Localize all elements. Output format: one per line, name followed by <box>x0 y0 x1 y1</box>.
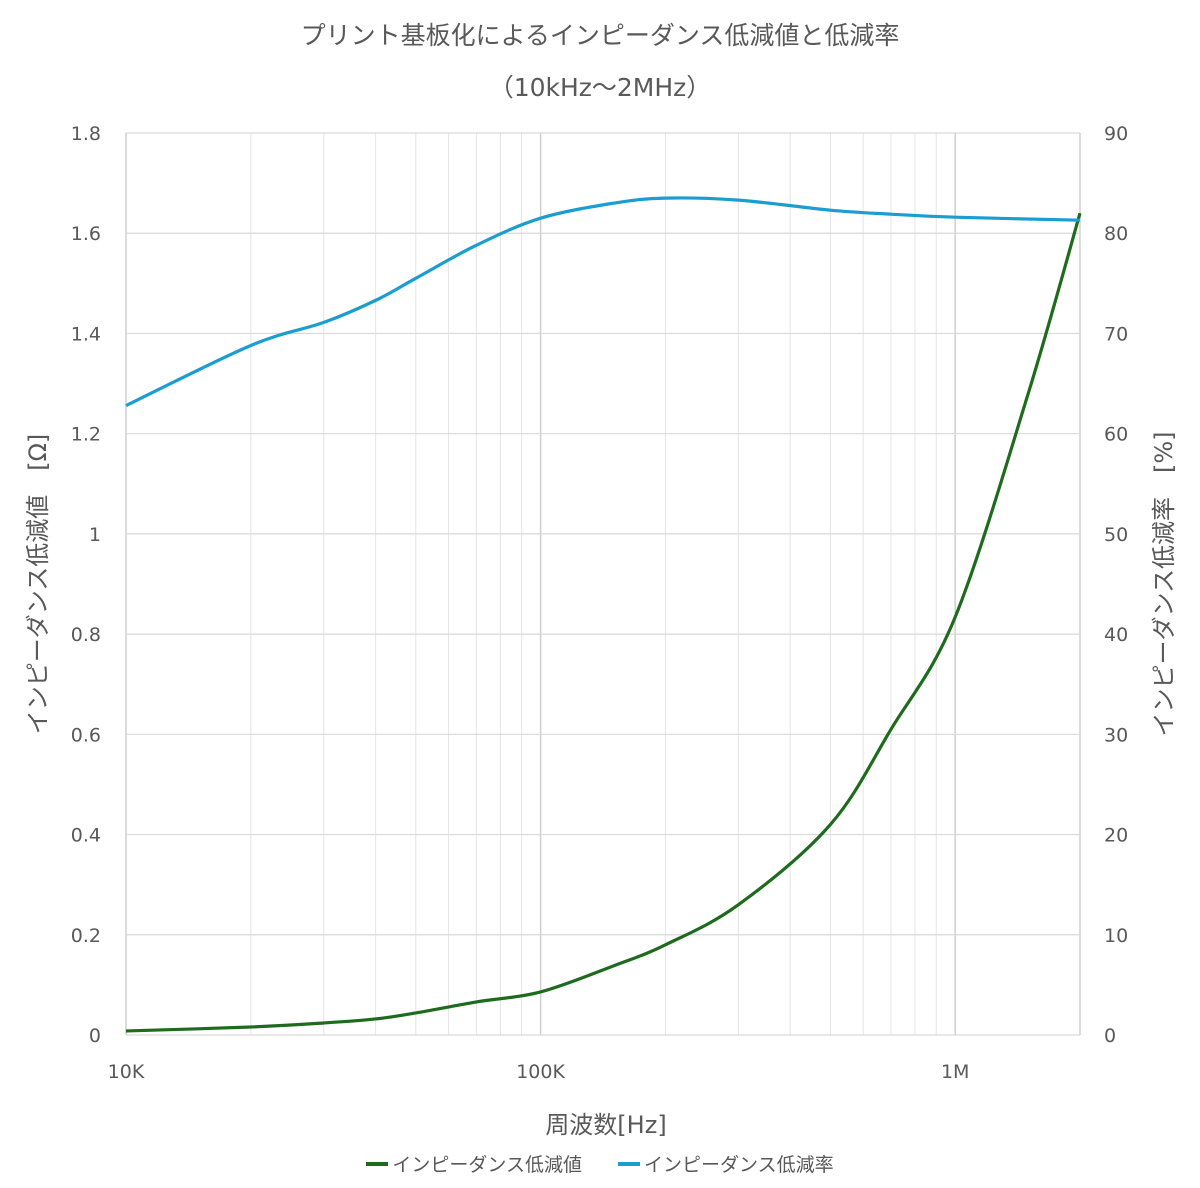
legend-swatch <box>366 1161 389 1166</box>
y2-axis-title: インピーダンス低減率 [%] <box>1150 431 1178 736</box>
y2-tick-label: 90 <box>1104 123 1128 145</box>
legend-item-reduction-rate: インピーダンス低減率 <box>618 1150 834 1177</box>
y-tick-label: 0.6 <box>71 724 101 746</box>
y-tick-label: 0.2 <box>71 925 101 947</box>
y2-tick-label: 50 <box>1104 524 1128 546</box>
x-tick-label: 10K <box>108 1061 145 1083</box>
chart-title: プリント基板化によるインピーダンス低減値と低減率 <box>300 21 900 50</box>
y2-tick-label: 40 <box>1104 624 1128 646</box>
y-tick-label: 1.2 <box>71 424 101 446</box>
legend-label: インピーダンス低減値 <box>392 1154 582 1176</box>
y2-tick-label: 10 <box>1104 925 1128 947</box>
legend-label: インピーダンス低減率 <box>644 1154 834 1176</box>
y-tick-label: 1.8 <box>71 123 101 145</box>
y-tick-label: 1.6 <box>71 223 101 245</box>
x-tick-label: 100K <box>516 1061 565 1083</box>
legend-item-reduction-value: インピーダンス低減値 <box>366 1150 582 1177</box>
y2-tick-label: 60 <box>1104 424 1128 446</box>
x-axis-title: 周波数[Hz] <box>545 1111 666 1139</box>
y2-tick-label: 70 <box>1104 323 1128 345</box>
y-tick-label: 0 <box>89 1025 101 1047</box>
y2-tick-label: 80 <box>1104 223 1128 245</box>
y-tick-label: 0.8 <box>71 624 101 646</box>
y-tick-label: 1 <box>89 524 101 546</box>
y-axis-title: インピーダンス低減値 [Ω] <box>24 434 52 735</box>
series-line-reduction-rate <box>125 196 1081 408</box>
legend: インピーダンス低減値 インピーダンス低減率 <box>0 1150 1200 1177</box>
y-tick-label: 0.4 <box>71 825 101 847</box>
legend-swatch <box>618 1161 640 1166</box>
y2-tick-label: 30 <box>1104 724 1128 746</box>
chart-subtitle: （10kHz～2MHz） <box>488 73 712 102</box>
x-tick-label: 1M <box>941 1061 969 1083</box>
y-tick-label: 1.4 <box>71 323 101 345</box>
series-line-reduction-value <box>125 212 1082 1033</box>
y2-tick-label: 0 <box>1104 1025 1116 1047</box>
y2-tick-label: 20 <box>1104 825 1128 847</box>
